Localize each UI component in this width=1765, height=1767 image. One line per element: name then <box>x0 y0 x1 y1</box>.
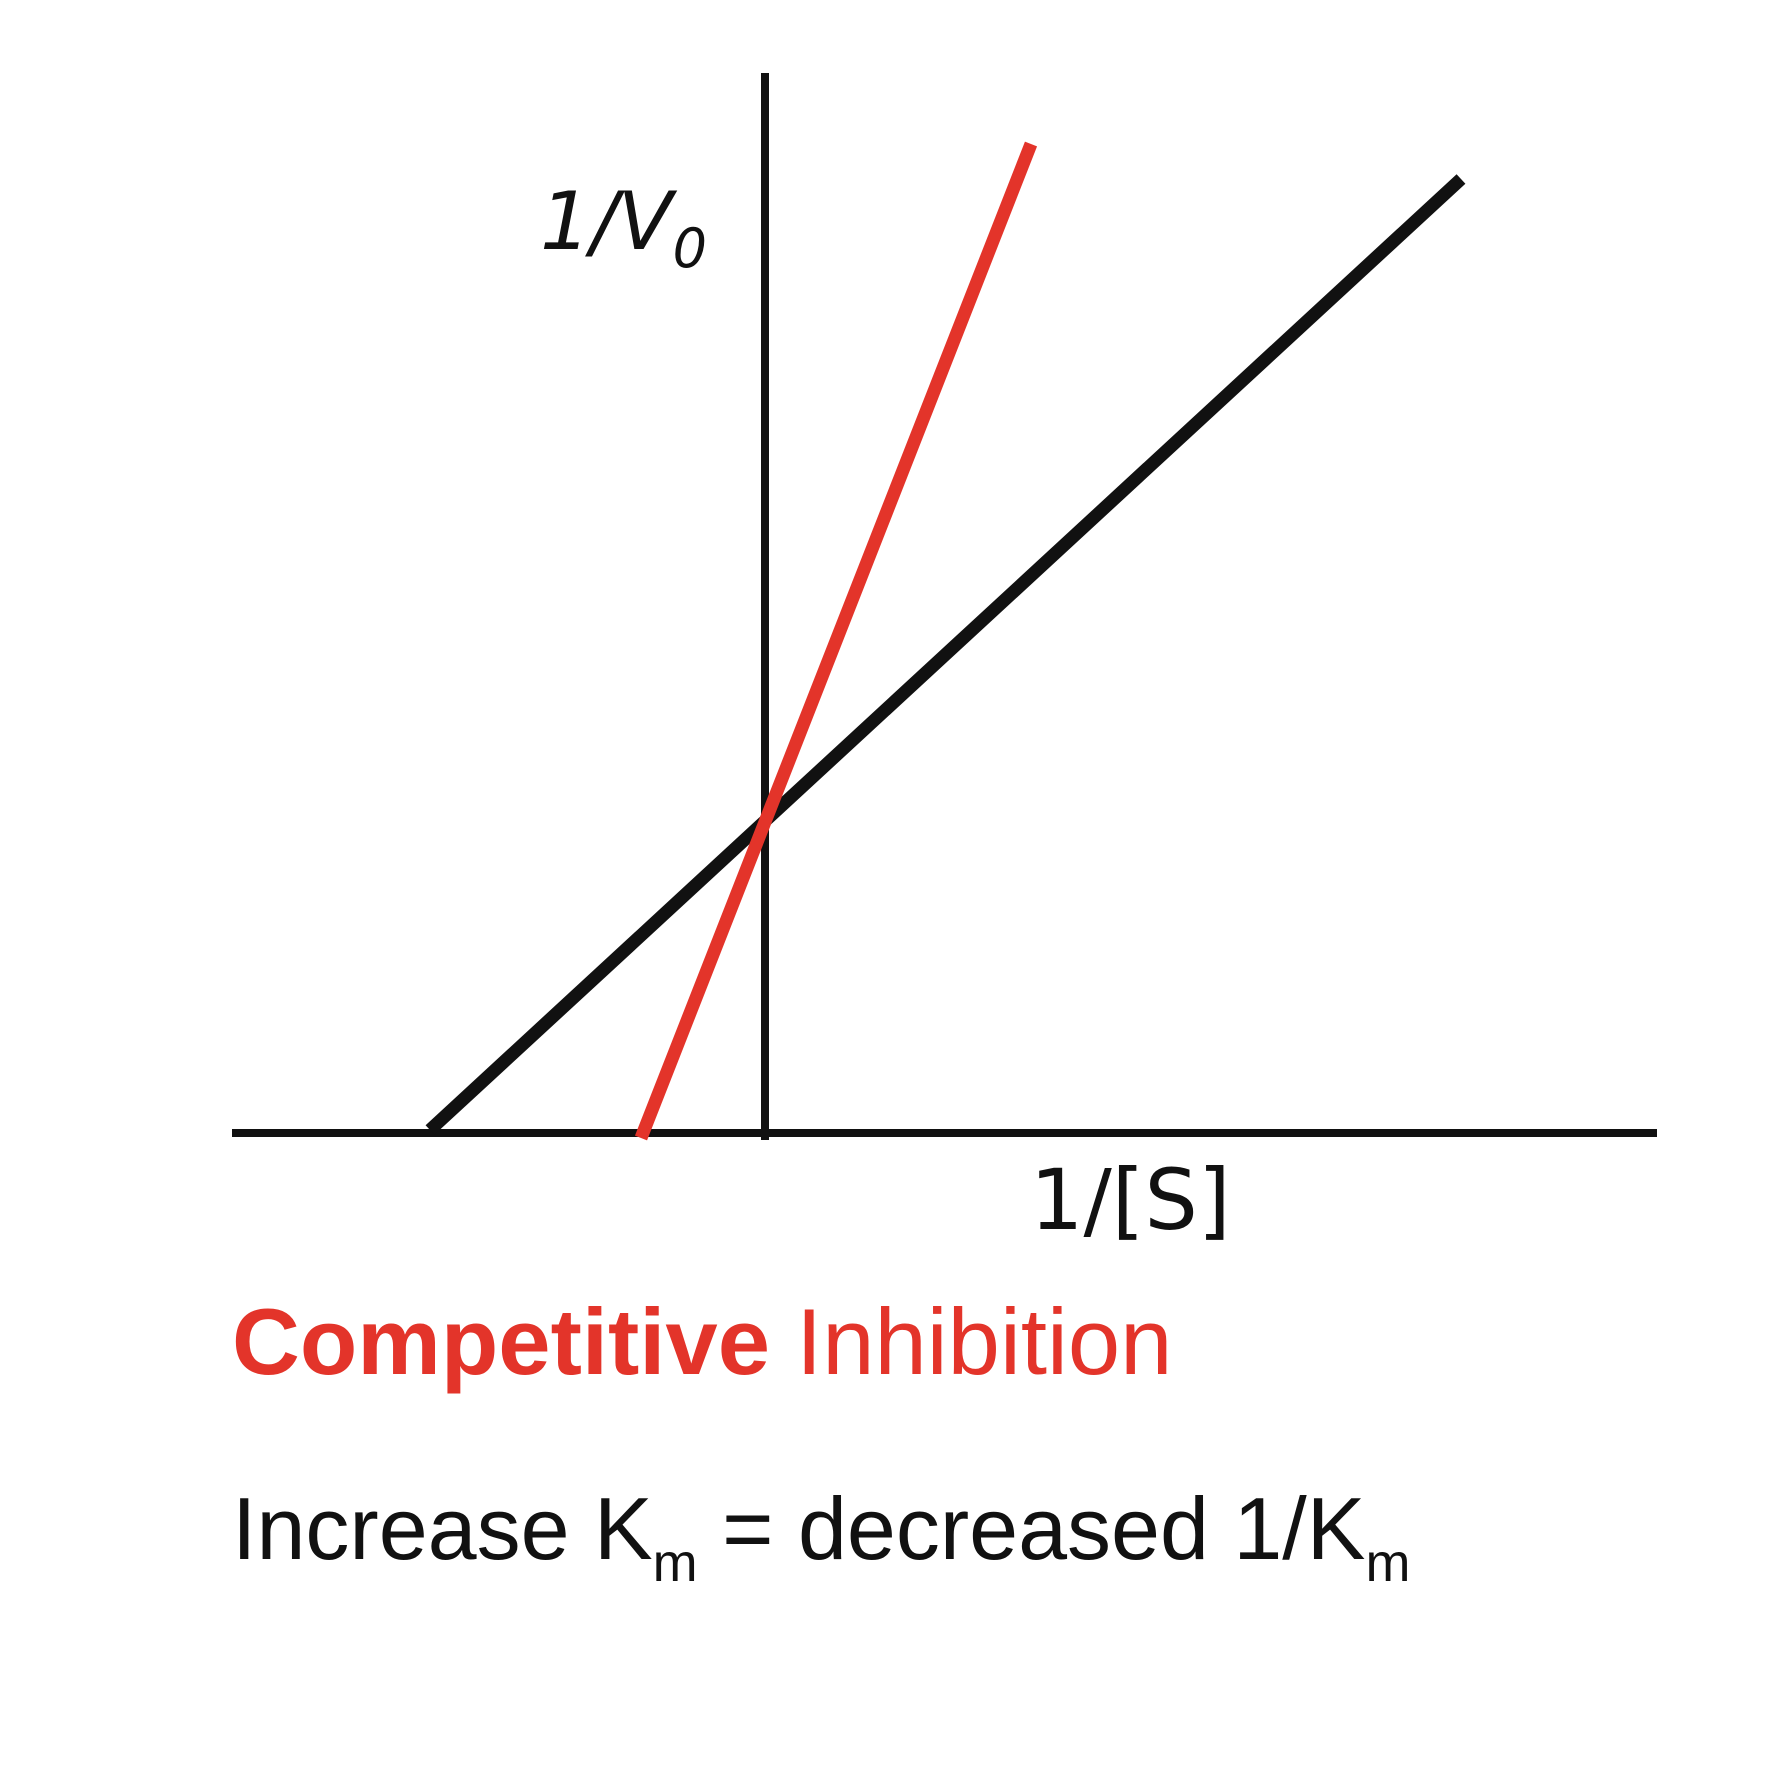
caption-part-2: = decreased 1/K <box>697 1479 1366 1578</box>
uninhibited-line <box>425 174 1466 1135</box>
competitive-inhibition-line <box>634 141 1038 1141</box>
title-bold-part: Competitive <box>232 1289 770 1394</box>
caption-part-1: Increase K <box>232 1479 653 1578</box>
caption-subscript-1: m <box>652 1533 698 1593</box>
diagram-title: Competitive Inhibition <box>232 1295 1172 1389</box>
y-axis-label-text: 1/V <box>540 175 673 268</box>
caption: Increase Km = decreased 1/Km <box>232 1485 1411 1593</box>
y-axis-label: 1/V0 <box>540 182 707 276</box>
x-axis-label: 1/[S] <box>1030 1151 1231 1249</box>
title-regular-part: Inhibition <box>796 1289 1173 1394</box>
y-axis-label-subscript: 0 <box>672 217 707 280</box>
caption-subscript-2: m <box>1365 1533 1411 1593</box>
